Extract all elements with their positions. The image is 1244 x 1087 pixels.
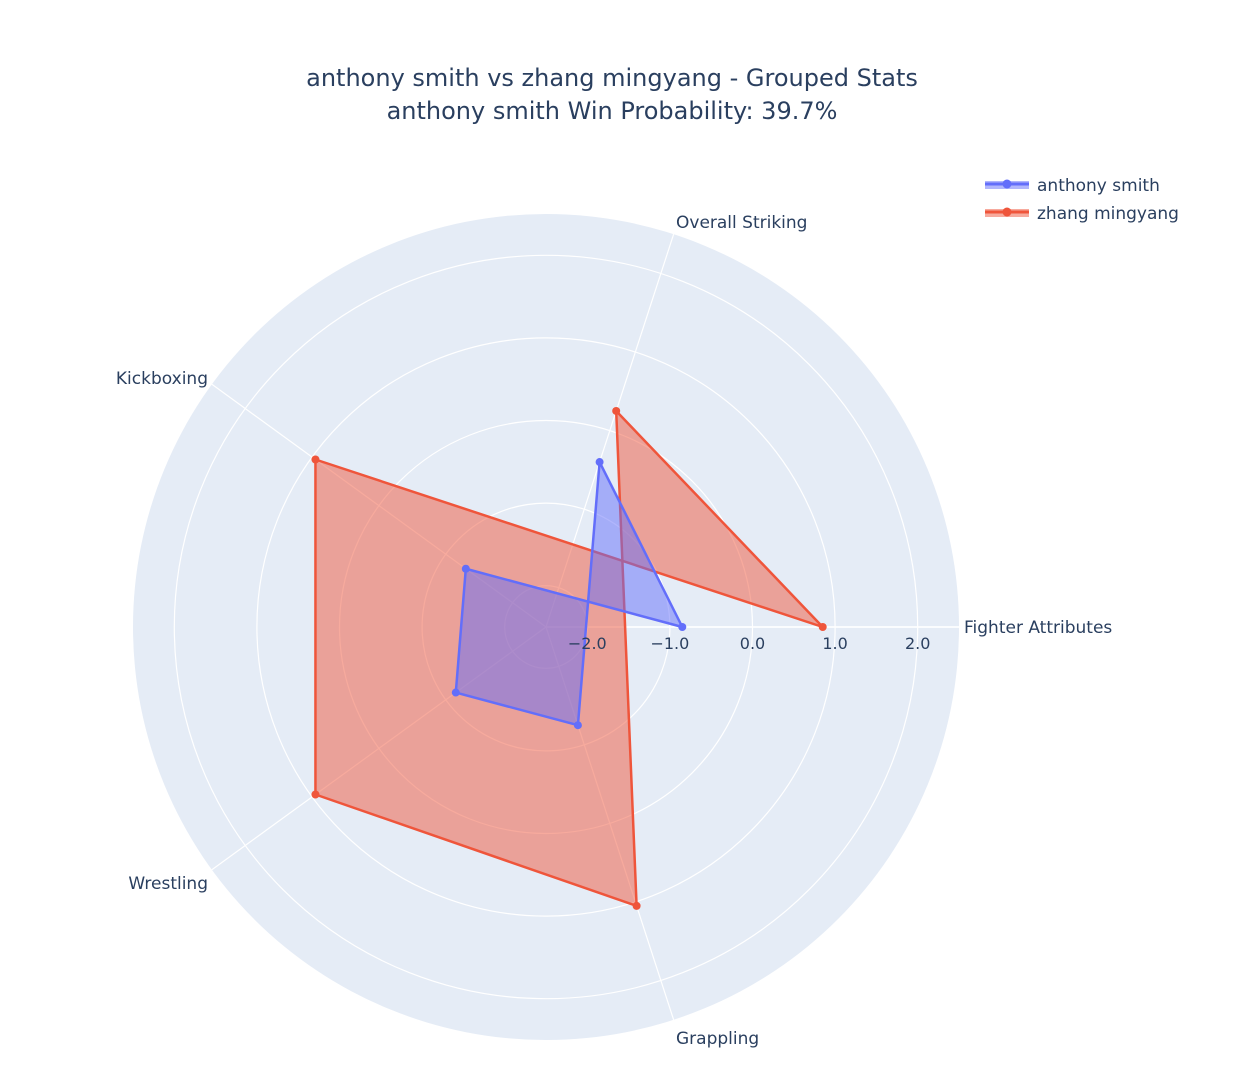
chart-title: anthony smith vs zhang mingyang - Groupe… [306,64,918,92]
legend-label: zhang mingyang [1037,204,1179,224]
series-layer [311,406,827,910]
legend-label: anthony smith [1037,176,1160,196]
category-label: Fighter Attributes [964,618,1112,638]
category-label: Grappling [676,1029,759,1049]
chart-subtitle: anthony smith Win Probability: 39.7% [387,97,838,125]
radial-tick-label: 1.0 [822,634,847,653]
category-labels: Fighter Attributes Overall Striking Grappl… [116,213,1113,1049]
radial-tick-label: 2.0 [905,634,930,653]
legend-marker [1002,207,1012,217]
series-point[interactable] [311,790,320,799]
series-point[interactable] [632,901,641,910]
series-point[interactable] [311,455,320,464]
category-label: Overall Striking [676,213,807,233]
legend[interactable]: anthony smith zhang mingyang [985,176,1179,224]
series-point[interactable] [818,623,827,631]
series-point[interactable] [595,458,604,467]
legend-item[interactable]: anthony smith [985,176,1160,196]
series-point[interactable] [573,721,582,730]
legend-marker [1002,179,1012,189]
series-point[interactable] [612,406,621,415]
series-area-0 [454,460,684,727]
radial-tick-labels: −2.0 −1.0 0.0 1.0 2.0 [568,634,931,653]
radial-tick-label: 0.0 [740,634,765,653]
legend-item[interactable]: zhang mingyang [985,204,1179,224]
series-point[interactable] [451,688,460,697]
radial-tick-label: −1.0 [650,634,689,653]
radial-tick-label: −2.0 [568,634,607,653]
category-label: Wrestling [128,874,208,894]
series-point[interactable] [461,564,470,573]
series-point[interactable] [678,623,687,631]
category-label: Kickboxing [116,369,208,389]
